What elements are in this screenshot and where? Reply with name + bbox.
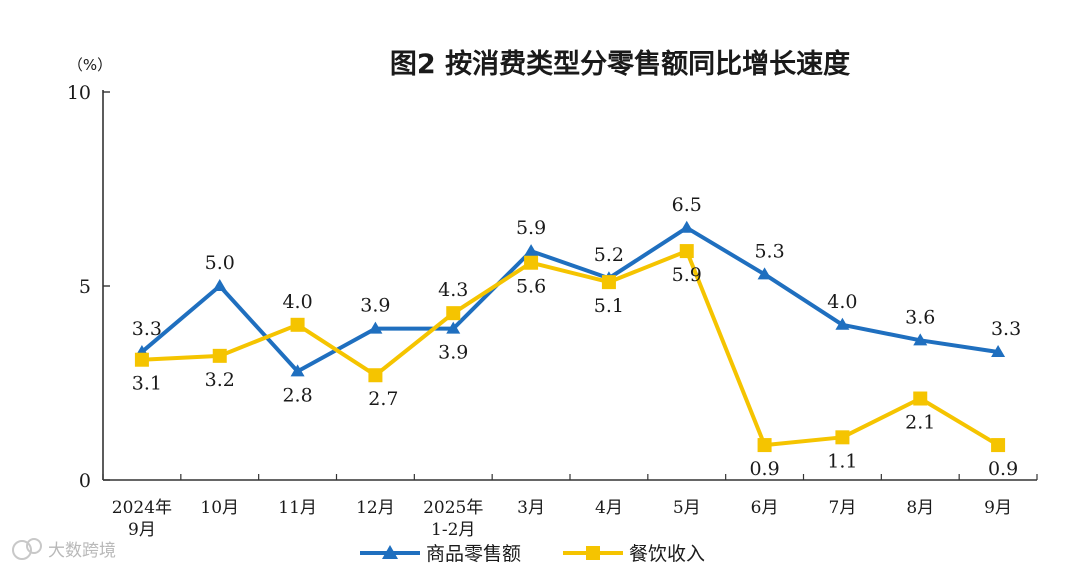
retail-goods-data-label: 3.9	[438, 342, 468, 364]
x-tick-label: 11月	[278, 498, 317, 518]
x-tick-label: 4月	[595, 498, 623, 518]
retail-goods-data-label: 3.9	[360, 295, 390, 317]
retail-goods-point	[524, 244, 539, 257]
catering-point	[368, 368, 383, 383]
catering-data-label: 0.9	[749, 458, 779, 480]
catering-point	[913, 391, 928, 406]
catering-line	[141, 249, 1000, 448]
catering-point	[679, 244, 694, 259]
x-tick-label: 2025年	[423, 498, 483, 518]
y-tick-label: 10	[67, 82, 91, 104]
retail-goods-data-label: 2.8	[282, 384, 312, 406]
x-tick-label: 5月	[673, 498, 701, 518]
retail-goods-point	[212, 279, 227, 291]
retail-goods-point	[757, 267, 772, 280]
retail-goods-point	[446, 321, 461, 334]
catering-point	[524, 255, 539, 270]
retail-goods-point	[913, 333, 928, 346]
catering-data-label: 1.1	[827, 450, 857, 472]
retail-goods-point	[679, 220, 694, 233]
watermark-logo-icon	[26, 538, 42, 554]
legend-catering-marker	[586, 546, 600, 560]
retail-goods-data-label: 5.9	[516, 217, 546, 239]
catering-data-label: 4.0	[282, 291, 312, 313]
x-tick-label: 9月	[984, 498, 1012, 518]
catering-data-label: 2.7	[368, 388, 398, 410]
x-tick-label: 10月	[200, 498, 239, 518]
retail-goods-data-label: 3.6	[905, 306, 935, 328]
retail-goods-data-label: 4.0	[827, 291, 857, 313]
retail-goods-point	[991, 344, 1006, 357]
x-tick-label: 12月	[356, 498, 395, 518]
retail-goods-line	[140, 225, 999, 374]
catering-data-label: 3.2	[205, 369, 235, 391]
legend-retail-goods-marker	[382, 545, 398, 559]
catering-point	[446, 306, 461, 321]
x-tick-label: 8月	[906, 498, 934, 518]
catering-point	[991, 438, 1006, 453]
catering-point	[290, 317, 305, 332]
catering-point	[212, 348, 227, 363]
retail-goods-point	[368, 321, 383, 334]
retail-goods-point	[290, 364, 305, 377]
legend-catering-label: 餐饮收入	[629, 543, 705, 565]
chart-title: 图2 按消费类型分零售额同比增长速度	[390, 48, 850, 80]
x-tick-label: 3月	[517, 498, 545, 518]
catering-point	[601, 275, 616, 290]
retail-goods-data-label: 5.2	[594, 244, 624, 266]
x-tick-label: 7月	[829, 498, 857, 518]
catering-data-label: 2.1	[905, 412, 935, 434]
y-tick-label: 5	[79, 276, 91, 298]
catering-data-label: 0.9	[988, 458, 1018, 480]
retail-goods-data-label: 6.5	[672, 194, 702, 216]
catering-point	[757, 438, 772, 453]
legend-retail-goods-label: 商品零售额	[426, 543, 521, 565]
catering-data-label: 5.6	[516, 276, 546, 298]
y-unit-label: （%）	[68, 56, 112, 74]
catering-point	[835, 430, 850, 445]
x-tick-label: 6月	[751, 498, 779, 518]
retail-goods-data-label: 3.3	[132, 318, 162, 340]
x-tick-label: 2024年	[112, 498, 172, 518]
watermark-logo-icon	[12, 540, 32, 560]
retail-goods-data-label: 3.3	[991, 318, 1021, 340]
x-tick-label: 9月	[128, 520, 156, 540]
retail-goods-point	[835, 317, 850, 330]
retail-goods-data-label: 5.0	[205, 252, 235, 274]
y-tick-label: 0	[79, 470, 91, 492]
x-tick-label: 1-2月	[431, 520, 475, 540]
retail-goods-data-label: 5.3	[754, 240, 784, 262]
catering-point	[134, 352, 149, 367]
catering-data-label: 3.1	[132, 373, 162, 395]
catering-data-label: 4.3	[438, 279, 468, 301]
catering-data-label: 5.1	[594, 295, 624, 317]
watermark-text: 大数跨境	[48, 541, 116, 561]
catering-data-label: 5.9	[672, 264, 702, 286]
